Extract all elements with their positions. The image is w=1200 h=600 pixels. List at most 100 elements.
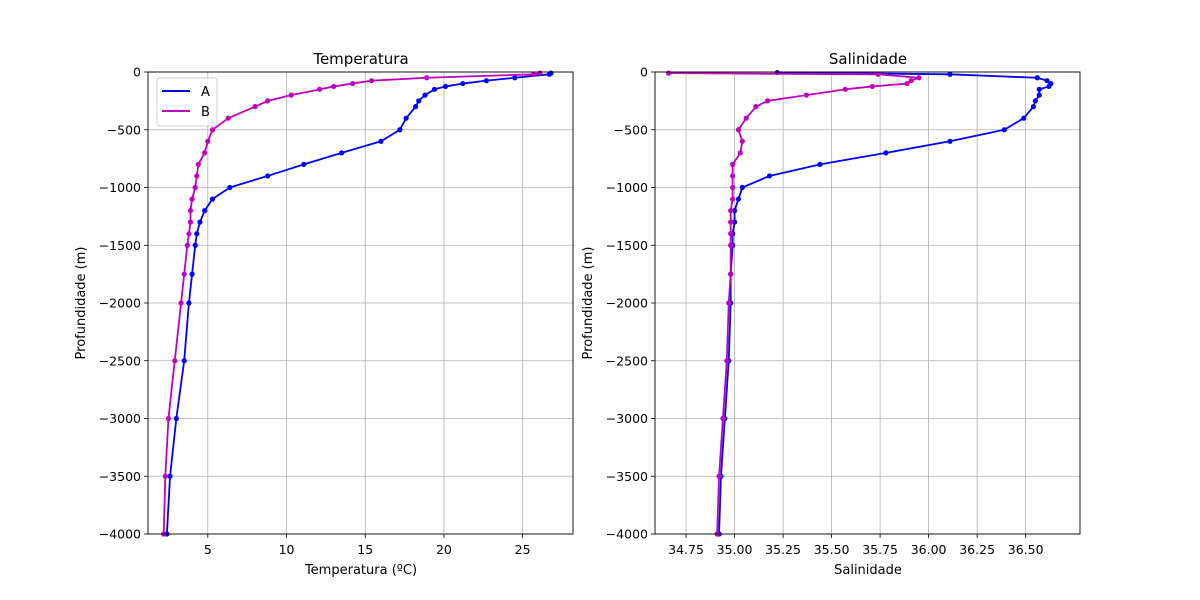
temperature-data-point-b — [195, 161, 201, 167]
salinity-x-tick-label: 36.00 — [911, 542, 947, 557]
salinity-panel: Salinidade Salinidade Profundidade (m) 3… — [581, 50, 1081, 578]
temperature-data-point-b — [192, 184, 198, 191]
legend-label-b: B — [201, 105, 210, 120]
salinity-data-point-b — [803, 92, 809, 98]
salinity-data-point-b — [728, 231, 734, 237]
temperature-data-point-a — [442, 83, 449, 90]
salinity-data-point-b — [728, 219, 734, 225]
temperature-data-point-a — [431, 86, 438, 92]
salinity-x-tick-label: 35.75 — [862, 542, 898, 557]
salinity-data-point-a — [1044, 78, 1050, 84]
temperature-data-point-b — [331, 83, 337, 90]
temperature-data-point-a — [209, 196, 216, 202]
salinity-y-tick-label: −3500 — [606, 469, 648, 484]
salinity-y-tick-label: −3000 — [606, 411, 648, 426]
salinity-y-tick-label: −1500 — [606, 238, 648, 253]
temperature-data-point-a — [173, 415, 179, 422]
salinity-data-point-a — [731, 208, 738, 214]
salinity-data-point-b — [726, 300, 732, 306]
temperature-chart-title: Temperatura — [312, 50, 408, 68]
legend: A B — [156, 77, 218, 127]
temperature-data-point-a — [339, 150, 345, 156]
temperature-data-point-a — [197, 219, 203, 225]
salinity-data-point-b — [904, 80, 910, 87]
salinity-data-point-b — [743, 115, 749, 121]
salinity-data-point-b — [737, 150, 743, 156]
salinity-x-tick-label: 35.50 — [814, 542, 850, 557]
salinity-data-point-b — [916, 75, 922, 81]
temperature-x-tick-label: 5 — [204, 542, 212, 557]
temperature-data-point-a — [167, 473, 173, 479]
temperature-data-point-a — [181, 358, 187, 364]
temperature-y-axis-label: Profundidade (m) — [74, 247, 89, 360]
temperature-data-point-b — [537, 70, 543, 76]
temperature-data-point-b — [162, 473, 168, 479]
temperature-data-point-b — [209, 127, 216, 133]
temperature-data-point-b — [184, 242, 190, 248]
salinity-data-point-a — [817, 161, 823, 167]
salinity-data-point-a — [947, 138, 953, 144]
temperature-data-point-b — [225, 115, 231, 121]
salinity-x-tick-label: 35.25 — [765, 542, 801, 557]
salinity-data-point-a — [1030, 104, 1037, 110]
salinity-y-tick-label: 0 — [640, 65, 648, 80]
salinity-data-point-b — [739, 138, 745, 144]
salinity-data-point-b — [716, 473, 722, 479]
salinity-x-tick-label: 35.00 — [717, 542, 753, 557]
salinity-data-point-b — [728, 208, 734, 214]
temperature-y-tick-label: −3500 — [99, 469, 141, 484]
temperature-plot-frame — [147, 71, 574, 535]
salinity-x-tick-label: 34.75 — [668, 542, 704, 557]
temperature-data-point-b — [531, 71, 537, 77]
salinity-data-point-a — [766, 173, 773, 179]
temperature-data-point-a — [546, 71, 552, 77]
temperature-y-tick-label: 0 — [133, 65, 141, 80]
salinity-data-point-a — [1036, 92, 1042, 98]
temperature-series-line-a — [165, 72, 552, 535]
salinity-y-axis-label: Profundidade (m) — [581, 247, 596, 360]
temperature-data-point-a — [189, 271, 195, 277]
temperature-data-point-b — [265, 98, 271, 104]
salinity-y-tick-label: −1000 — [606, 180, 648, 195]
salinity-x-tick-label: 36.25 — [959, 542, 995, 557]
temperature-data-point-b — [172, 358, 178, 364]
salinity-y-tick-label: −4000 — [606, 527, 648, 542]
temperature-data-point-a — [483, 78, 490, 84]
temperature-data-point-b — [288, 92, 294, 98]
temperature-data-point-b — [252, 104, 258, 110]
temperature-data-point-a — [416, 98, 422, 104]
temperature-series-line-b — [162, 72, 541, 535]
temperature-data-point-a — [512, 75, 518, 81]
temperature-data-point-b — [205, 138, 211, 144]
temperature-panel: Temperatura Temperatura (ºC) Profundidad… — [74, 50, 574, 578]
salinity-data-point-a — [1046, 83, 1052, 90]
temperature-data-point-a — [422, 92, 428, 98]
temperature-data-point-a — [403, 115, 409, 121]
temperature-y-tick-label: −3000 — [99, 411, 141, 426]
temperature-data-point-a — [265, 173, 271, 179]
salinity-y-tick-label: −2000 — [606, 296, 648, 311]
temperature-data-point-b — [181, 271, 187, 277]
salinity-data-point-a — [883, 150, 889, 156]
salinity-data-point-a — [1001, 127, 1007, 133]
salinity-series-b — [665, 70, 922, 537]
temperature-x-tick-label: 25 — [515, 542, 531, 557]
temperature-data-point-b — [187, 208, 194, 214]
salinity-data-point-b — [730, 196, 736, 202]
temperature-data-point-b — [202, 150, 208, 156]
temperature-x-tick-label: 10 — [279, 542, 295, 557]
temperature-y-tick-label: −1500 — [99, 238, 141, 253]
salinity-data-point-b — [665, 70, 672, 76]
salinity-data-point-b — [735, 127, 742, 133]
salinity-data-point-b — [730, 161, 736, 167]
salinity-data-point-b — [724, 358, 730, 364]
salinity-x-tick-label: 36.50 — [1008, 542, 1044, 557]
temperature-data-point-b — [316, 86, 323, 92]
salinity-data-point-b — [869, 83, 875, 90]
salinity-data-point-b — [842, 86, 848, 92]
temperature-data-point-b — [187, 219, 194, 225]
salinity-data-point-a — [735, 196, 742, 202]
temperature-data-point-a — [412, 104, 419, 110]
salinity-data-point-b — [730, 184, 736, 191]
temperature-data-point-a — [186, 300, 192, 306]
